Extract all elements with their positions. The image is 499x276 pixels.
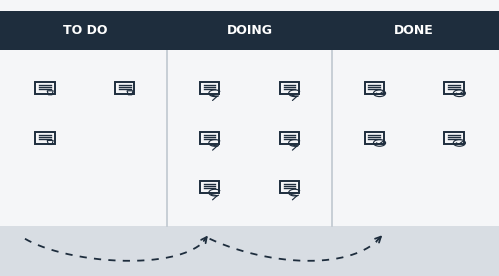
FancyBboxPatch shape (0, 11, 167, 50)
FancyBboxPatch shape (0, 221, 499, 276)
FancyBboxPatch shape (167, 11, 332, 50)
Text: DONE: DONE (394, 24, 434, 37)
Text: DOING: DOING (227, 24, 272, 37)
FancyBboxPatch shape (0, 0, 499, 226)
Text: TO DO: TO DO (62, 24, 107, 37)
FancyBboxPatch shape (332, 11, 499, 50)
